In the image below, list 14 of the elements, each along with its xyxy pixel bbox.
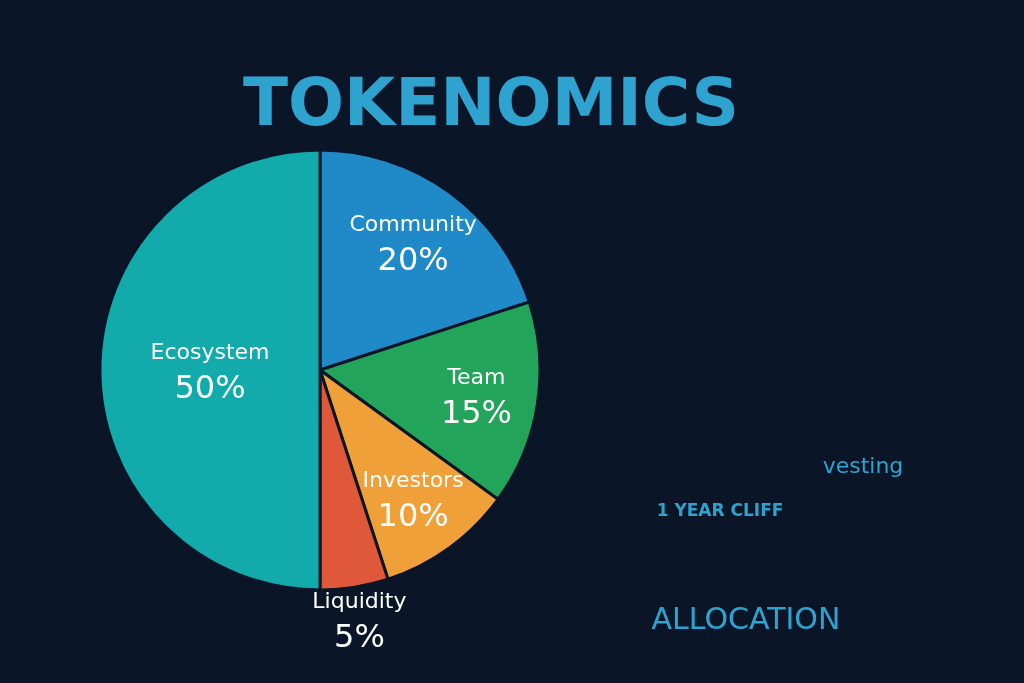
- slice-label: Team: [446, 363, 506, 389]
- data-label: 5%: [334, 616, 385, 655]
- data-label: 20%: [377, 239, 449, 278]
- slice-label: Liquidity: [312, 587, 407, 613]
- slice-label: Community: [349, 210, 477, 236]
- text: ALLOCATION: [651, 601, 841, 636]
- data-label: 15%: [440, 392, 513, 431]
- chart-title: TOKENOMICS: [242, 64, 740, 141]
- slice-label: Ecosystem: [150, 339, 270, 364]
- text: vesting: [822, 453, 904, 478]
- data-label: 50%: [174, 368, 246, 406]
- text: 1 YEAR CLIFF: [656, 500, 784, 520]
- slice-label: Investors: [362, 467, 464, 493]
- data-label: 10%: [377, 496, 449, 535]
